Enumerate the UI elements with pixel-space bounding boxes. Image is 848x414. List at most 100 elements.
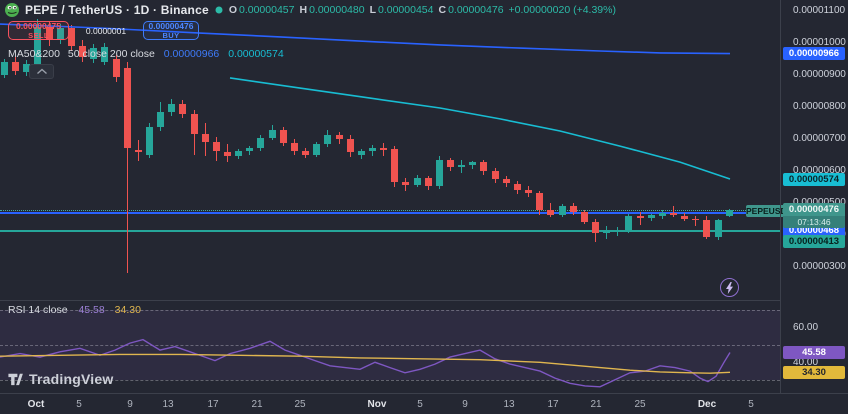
- candle-up: [413, 177, 421, 185]
- candle-down: [480, 162, 488, 172]
- candle-up: [313, 144, 321, 155]
- ohlc-close-value: 0.00000476: [448, 4, 504, 16]
- candle-up: [235, 150, 243, 157]
- tradingview-wordmark: TradingView: [29, 370, 114, 387]
- change-value: +0.00000020 (+4.39%): [508, 4, 616, 16]
- horizontal-line-drawing[interactable]: [0, 211, 780, 214]
- ma-indicator-title: MA50&200: [8, 48, 60, 60]
- time-label-day: 17: [547, 399, 559, 410]
- price-badge: 0.00000966: [783, 47, 845, 61]
- buy-button[interactable]: 0.00000476 BUY: [143, 21, 199, 40]
- candle-up: [658, 213, 666, 217]
- tradingview-logo[interactable]: TradingView: [7, 370, 113, 387]
- price-label: 0.00000900: [793, 69, 846, 81]
- price-scale[interactable]: 0.00001100 0.00001000 0.00000900 0.00000800…: [780, 0, 848, 393]
- sell-button[interactable]: 0.00000475 SELL: [8, 21, 69, 40]
- rsi-ma-value: 34.30: [114, 304, 141, 316]
- candle-down: [692, 218, 700, 221]
- ohlc-low-key: L: [369, 4, 376, 16]
- buy-price: 0.00000476: [148, 21, 194, 31]
- candle-down: [591, 221, 599, 234]
- price-label: 0.00000800: [793, 101, 846, 113]
- candle-down: [290, 143, 298, 151]
- chevron-up-icon: [36, 68, 47, 75]
- current-price-dotted-line: [0, 210, 780, 212]
- price-line-symbol-tag: PEPEUSDT: [746, 205, 792, 217]
- candle-down: [123, 68, 131, 149]
- time-label-month: Dec: [697, 399, 717, 410]
- candle-down: [279, 129, 287, 144]
- candle-up: [614, 229, 622, 232]
- time-label-day: 17: [207, 399, 219, 410]
- legend-symbol-row: PEPE / TetherUS · 1D · Binance O 0.000004…: [5, 2, 616, 18]
- candle-up: [324, 134, 332, 145]
- horizontal-line-drawing[interactable]: [0, 229, 780, 232]
- candle-up: [435, 159, 443, 187]
- candle-up: [357, 151, 365, 155]
- price-label: 0.00000300: [793, 261, 846, 273]
- time-label-day: 25: [294, 399, 306, 410]
- candle-up: [268, 129, 276, 138]
- rsi-value-badge: 34.30: [783, 365, 845, 379]
- candle-down: [179, 103, 187, 114]
- time-scale[interactable]: Oct 5 9 13 17 21 25 Nov 5 9 13 17 21 25 Dec 5: [0, 393, 848, 414]
- candle-up: [1, 61, 8, 75]
- legend-collapse-button[interactable]: [29, 64, 54, 79]
- time-label-day: 9: [127, 399, 133, 410]
- ohlc-open-value: 0.00000457: [239, 4, 295, 16]
- time-label-day: 13: [162, 399, 174, 410]
- quick-trade-lightning-button[interactable]: [720, 278, 739, 297]
- candle-up: [145, 126, 153, 155]
- ma200-value: 0.00000966: [163, 48, 220, 60]
- rsi-axis-label: 60.00: [793, 321, 819, 333]
- candle-down: [636, 216, 644, 219]
- candle-up: [725, 210, 733, 217]
- ohlc-open-key: O: [228, 4, 237, 16]
- candle-down: [502, 178, 510, 184]
- rsi-level-line: [0, 344, 780, 346]
- price-label: 0.00001000: [793, 37, 846, 49]
- rsi-indicator-legend[interactable]: RSI 14 close 45.58 34.30: [8, 304, 141, 316]
- rsi-pane[interactable]: [0, 300, 780, 394]
- price-label: 0.00001100: [793, 5, 846, 17]
- candle-up: [603, 231, 611, 234]
- rsi-value-badge: 45.58: [783, 346, 845, 360]
- ma-indicator-legend[interactable]: MA50&200 50 close 200 close 0.00000966 0…: [8, 48, 284, 60]
- candle-up: [714, 220, 722, 238]
- rsi-value: 45.58: [78, 304, 105, 316]
- last-price-badge: 0.00000476 07:13:46: [783, 203, 845, 228]
- price-label: 0.00000500: [793, 197, 846, 208]
- time-label-day: 9: [462, 399, 468, 410]
- ohlc-high-value: 0.00000480: [309, 4, 365, 16]
- time-label-day: 5: [417, 399, 423, 410]
- buy-label: BUY: [162, 30, 180, 40]
- ohlc-high-key: H: [299, 4, 308, 16]
- candle-down: [670, 213, 677, 216]
- price-label: 0.00000700: [793, 133, 846, 145]
- candle-down: [580, 212, 588, 222]
- last-price-value: 0.00000476: [783, 203, 845, 216]
- ma50-value: 0.00000574: [228, 48, 284, 60]
- candle-down: [391, 149, 399, 182]
- candle-up: [257, 137, 265, 149]
- candle-down: [424, 177, 432, 187]
- price-badge: 0.00000413: [783, 235, 845, 248]
- price-pane[interactable]: [0, 0, 780, 300]
- rsi-level-line: [0, 309, 780, 311]
- candle-wick: [617, 227, 619, 236]
- market-status-icon[interactable]: [215, 6, 223, 14]
- candle-down: [134, 149, 142, 153]
- price-label: 0.00000600: [793, 165, 846, 177]
- candle-up: [23, 63, 31, 72]
- candle-down: [12, 61, 20, 72]
- candle-up: [458, 165, 466, 167]
- tradingview-logo-icon: [8, 373, 23, 386]
- candle-down: [447, 159, 454, 167]
- candle-down: [112, 58, 120, 78]
- ohlc-close-key: C: [438, 4, 447, 16]
- symbol-title[interactable]: PEPE / TetherUS · 1D · Binance: [25, 3, 209, 17]
- sell-price: 0.00000475: [16, 21, 61, 31]
- candle-down: [525, 189, 533, 194]
- bar-countdown: 07:13:46: [783, 216, 845, 228]
